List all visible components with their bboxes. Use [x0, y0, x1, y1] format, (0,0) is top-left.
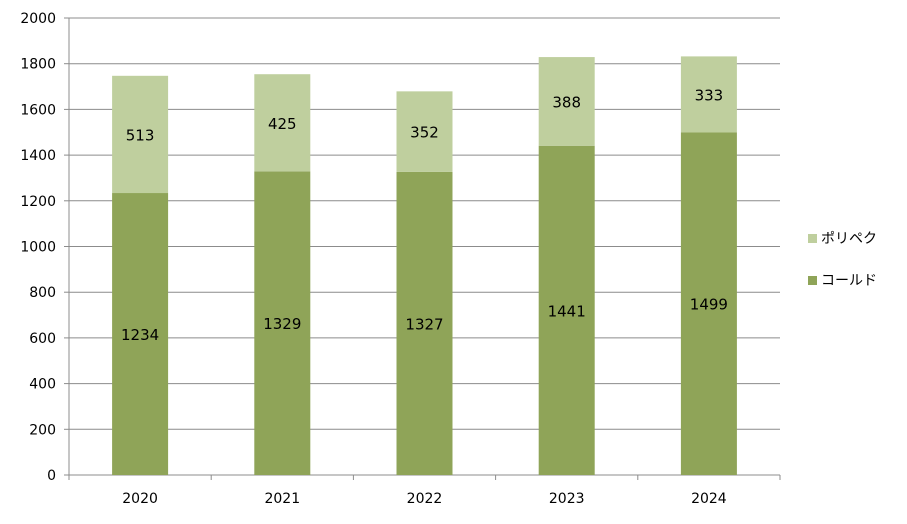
data-label: 1441: [548, 302, 586, 320]
y-tick-label: 600: [29, 331, 56, 347]
bar-segment-polypectomy: [680, 56, 737, 133]
bar-segment-polypectomy: [538, 57, 595, 146]
data-label: 333: [695, 86, 724, 104]
legend-label-cold: コールド: [821, 273, 877, 289]
data-label: 388: [552, 93, 581, 111]
y-tick-label: 1200: [20, 194, 56, 210]
bar-segment-polypectomy: [396, 91, 453, 172]
data-label: 1499: [690, 296, 728, 314]
x-tick-label: 2020: [122, 491, 158, 507]
data-label: 425: [268, 115, 297, 133]
data-label: 1234: [121, 326, 159, 344]
y-tick-label: 2000: [20, 11, 56, 27]
data-labels: 1234 513 1329 425 1327 352 1441 388 1499 333: [121, 86, 728, 344]
bar-segment-polypectomy: [254, 74, 311, 172]
y-tick-label: 200: [29, 422, 56, 438]
bar-segment-cold: [112, 193, 169, 475]
bar-segment-cold: [254, 171, 311, 476]
x-tick-label: 2022: [407, 491, 443, 507]
bar-segment-cold: [680, 132, 737, 475]
data-label: 1329: [263, 315, 301, 333]
x-tick-label: 2023: [549, 491, 585, 507]
x-tick-label: 2021: [264, 491, 300, 507]
y-tick-label: 800: [29, 285, 56, 301]
y-tick-label: 400: [29, 377, 56, 393]
data-label: 352: [410, 124, 439, 142]
data-label: 1327: [405, 315, 443, 333]
legend-item-polypectomy: ポリペク: [808, 228, 877, 248]
bar-segment-cold: [396, 171, 453, 475]
y-tick-label: 1400: [20, 148, 56, 164]
legend-item-cold: コールド: [808, 270, 877, 290]
bars: [112, 56, 737, 476]
legend-swatch-polypectomy: [808, 233, 817, 243]
data-label: 513: [126, 126, 155, 144]
axes: 0 200 400 600 800 1000 1200 1400 1600 1800 2000 202…: [20, 11, 781, 507]
legend-label-polypectomy: ポリペク: [821, 231, 877, 247]
bar-segment-cold: [538, 145, 595, 475]
y-tick-label: 1000: [20, 240, 56, 256]
legend: ポリペク コールド: [808, 228, 877, 312]
y-tick-label: 1600: [20, 102, 56, 118]
x-tick-label: 2024: [691, 491, 727, 507]
y-tick-label: 1800: [20, 57, 56, 73]
legend-swatch-cold: [808, 275, 817, 285]
y-tick-label: 0: [47, 468, 56, 484]
bar-segment-polypectomy: [112, 75, 169, 194]
